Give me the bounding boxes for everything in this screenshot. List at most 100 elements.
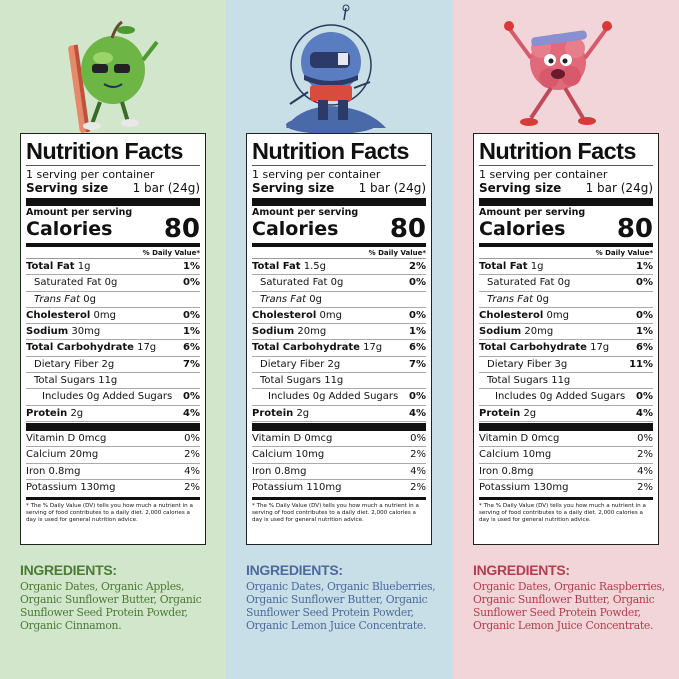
nutrient-daily-value: 0% [183,309,200,321]
serving-size-label: Serving size [479,181,562,195]
serving-size: Serving size 1 bar (24g) [252,181,426,196]
nutrient-row: Trans Fat 0g [252,292,426,308]
nutrient-name: Total Carbohydrate [479,342,587,354]
blueberry-astronaut-mascot [226,0,453,135]
vitamin-daily-value: 2% [637,449,653,461]
flavor-panel: Nutrition Facts 1 serving per container … [453,0,679,679]
vitamin-daily-value: 2% [410,449,426,461]
vitamin-row: Iron 0.8mg 4% [26,464,200,480]
nutrient-name: Total Carbohydrate [26,342,134,354]
nutrient-daily-value: 1% [636,326,653,338]
vitamin-name: Calcium [26,449,67,461]
divider [252,497,426,501]
nutrient-name: Dietary Fiber [260,358,325,370]
nutrient-daily-value: 0% [636,391,653,403]
nutrient-daily-value: 0% [409,277,426,289]
vitamin-amount: 0.8mg [501,465,534,477]
ingredients-list: Organic Dates, Organic Blueberries, Orga… [246,580,436,632]
servings-per-container: 1 serving per container [26,168,155,181]
vitamin-name: Vitamin D [26,432,76,444]
daily-value-header: % Daily Value* [252,248,426,259]
ingredients-heading: INGREDIENTS: [246,562,343,578]
servings-per-container: 1 serving per container [479,168,608,181]
nutrient-amount: 0g [330,277,344,289]
nutrient-name: Saturated Fat [260,277,328,289]
nutrient-row: Total Carbohydrate 17g 6% [26,340,200,357]
divider [479,497,653,501]
calories-label: Calories [252,218,339,240]
serving-size: Serving size 1 bar (24g) [479,181,653,196]
daily-value-header: % Daily Value* [479,248,653,259]
nutrient-amount: 1g [77,261,91,272]
nutrient-name: Sodium [26,326,69,338]
nutrient-amount: 2g [327,358,341,370]
divider [26,422,200,431]
nutrient-daily-value: 0% [409,309,426,321]
nutrient-daily-value: 1% [183,326,200,338]
nutrient-row: Sodium 20mg 1% [252,324,426,341]
nutrient-daily-value: 1% [183,261,200,272]
vitamin-amount: 130mg [80,481,116,493]
nutrient-amount: 2g [296,407,310,419]
nutrition-facts-label: Nutrition Facts 1 serving per container … [473,133,659,545]
vitamin-amount: 130mg [533,481,569,493]
nutrient-amount: 17g [137,342,157,354]
ingredients-heading: INGREDIENTS: [473,562,570,578]
vitamin-daily-value: 0% [184,432,200,444]
amount-per-serving: Amount per serving [26,207,133,218]
nutrient-amount: 0mg [319,309,342,321]
nutrition-facts-label: Nutrition Facts 1 serving per container … [246,133,432,545]
nutrient-name: Cholesterol [479,309,544,321]
nutrient-row: Dietary Fiber 3g 11% [479,357,653,374]
vitamin-name: Vitamin D [479,432,529,444]
nutrient-row: Protein 2g 4% [479,406,653,422]
nutrient-daily-value: 1% [409,326,426,338]
vitamin-amount: 0mcg [531,432,560,444]
nutrient-row: Includes 0g Added Sugars 0% [252,389,426,406]
nutrient-row: Dietary Fiber 2g 7% [26,357,200,374]
nutrient-amount: 0g [83,293,97,305]
apple-mascot [0,0,226,135]
nutrient-daily-value: 0% [183,391,200,403]
nutrient-daily-value: 4% [183,407,200,419]
vitamin-amount: 0.8mg [274,465,307,477]
nutrient-amount: 11g [324,375,344,387]
vitamin-amount: 10mg [295,449,325,461]
nutrient-amount: 0g [557,277,571,289]
nutrient-daily-value: 4% [636,407,653,419]
vitamin-name: Iron [479,465,499,477]
nutrient-daily-value: 7% [183,358,200,370]
nutrient-name: Total Fat [479,261,528,272]
nutrient-daily-value: 11% [629,358,653,370]
label-title: Nutrition Facts [479,138,653,166]
divider [26,497,200,501]
nutrient-daily-value: 0% [636,309,653,321]
calories-value: 80 [616,214,653,244]
footnote: * The % Daily Value (DV) tells you how m… [26,503,193,524]
nutrient-amount: 0g [309,293,323,305]
nutrient-name: Protein [479,407,521,419]
nutrient-name: Cholesterol [252,309,317,321]
nutrient-row: Sodium 30mg 1% [26,324,200,341]
vitamin-row: Vitamin D 0mcg 0% [252,431,426,448]
nutrient-name: Total Fat [252,261,301,272]
nutrient-daily-value: 6% [409,342,426,354]
servings-per-container: 1 serving per container [252,168,381,181]
serving-size-value: 1 bar (24g) [132,181,200,195]
vitamin-row: Vitamin D 0mcg 0% [479,431,653,448]
divider [252,243,426,247]
vitamin-daily-value: 0% [410,432,426,444]
amount-per-serving: Amount per serving [479,207,586,218]
calories-label: Calories [479,218,566,240]
nutrient-name: Includes 0g Added Sugars [495,391,626,403]
divider [252,422,426,431]
nutrient-amount: 0mg [546,309,569,321]
vitamin-daily-value: 0% [637,432,653,444]
calories-label: Calories [26,218,113,240]
nutrient-amount: 17g [590,342,610,354]
serving-size-label: Serving size [252,181,335,195]
nutrient-row: Trans Fat 0g [479,292,653,308]
nutrient-daily-value: 1% [636,261,653,272]
nutrient-name: Protein [26,407,68,419]
nutrient-name: Includes 0g Added Sugars [42,391,173,403]
